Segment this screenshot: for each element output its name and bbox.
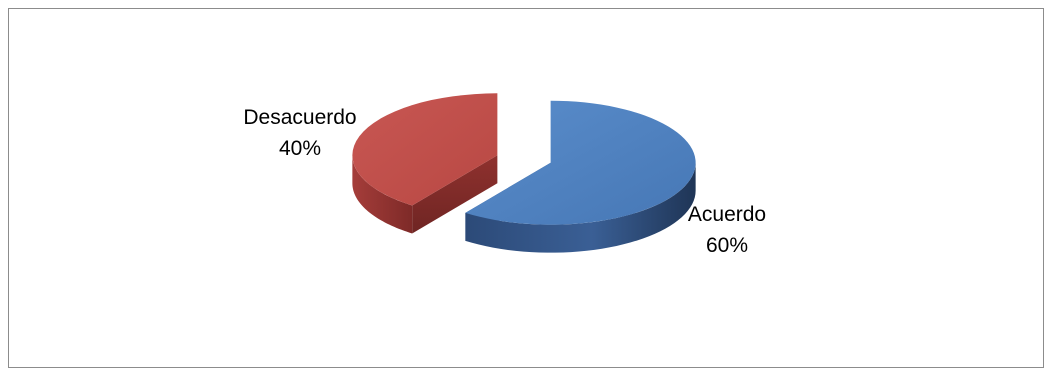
chart-frame: Acuerdo 60% Desacuerdo 40% xyxy=(8,8,1044,368)
pie-chart: Acuerdo 60% Desacuerdo 40% xyxy=(243,93,766,257)
pie-slice-acuerdo xyxy=(465,100,696,253)
pie-slice-top xyxy=(352,93,498,206)
pie-slice-top xyxy=(465,100,696,225)
data-label-percent: 60% xyxy=(706,234,748,257)
data-label-percent: 40% xyxy=(279,137,321,160)
data-label-category: Acuerdo xyxy=(688,203,766,226)
data-label-category: Desacuerdo xyxy=(243,106,356,129)
pie-slice-wall xyxy=(412,155,498,234)
pie-slice-desacuerdo xyxy=(352,93,498,234)
pie-slice-side xyxy=(465,162,696,253)
pie-slice-side xyxy=(352,155,413,234)
